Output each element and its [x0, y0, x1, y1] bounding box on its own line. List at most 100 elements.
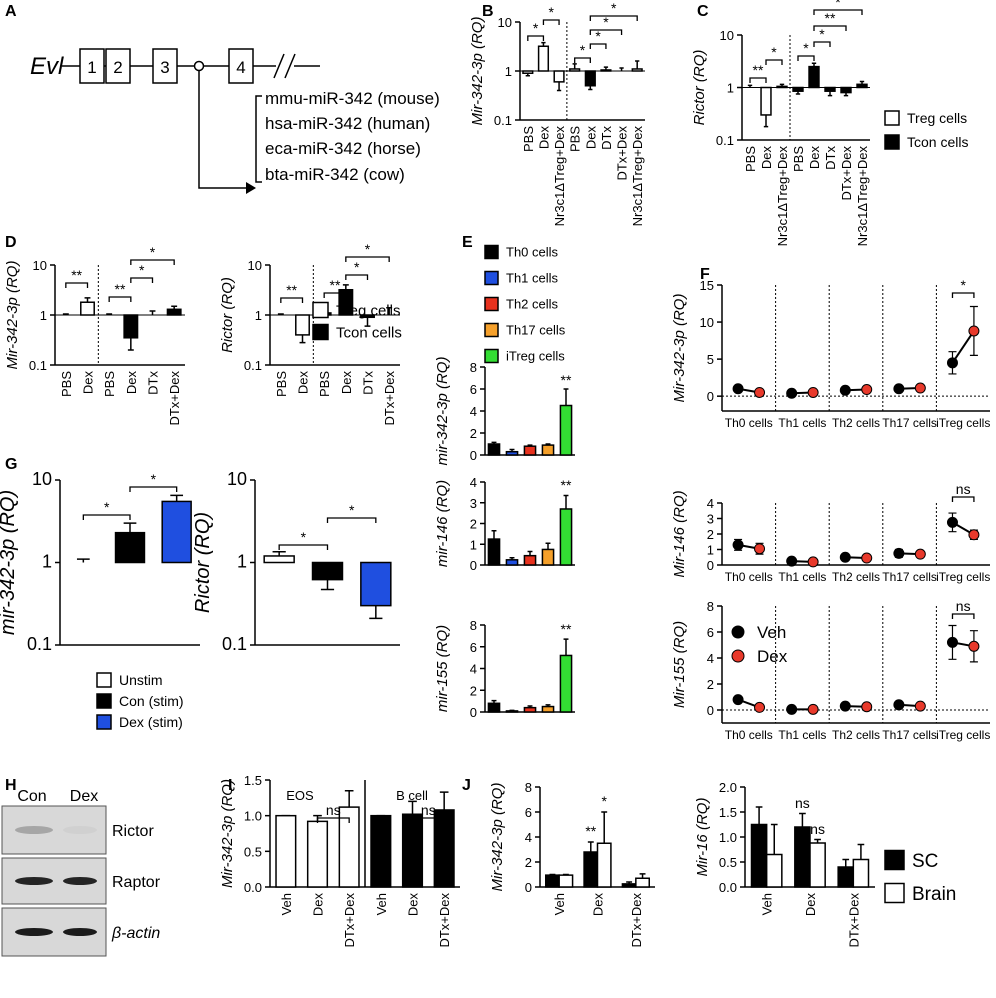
point	[786, 703, 798, 715]
bar	[360, 314, 375, 319]
bracket	[749, 77, 767, 83]
y-tick-label: 0.0	[244, 880, 262, 895]
bracket	[129, 486, 178, 492]
legend-marker	[884, 134, 900, 150]
legend-label: Th17 cells	[506, 323, 566, 338]
mirna-label: hsa-miR-342 (human)	[265, 114, 430, 133]
bar	[553, 70, 565, 83]
bar	[541, 444, 555, 456]
bar	[487, 443, 501, 456]
y-tick-label: 6	[707, 625, 714, 640]
x-tick-label: DTx+Dex	[839, 146, 854, 201]
point	[968, 529, 980, 541]
x-tick-label: Th2 cells	[832, 416, 880, 430]
bracket	[326, 517, 377, 523]
point	[946, 516, 958, 528]
error-bar	[149, 310, 156, 315]
significance: *	[601, 793, 607, 809]
x-tick-label: Dex	[583, 126, 598, 150]
x-tick-label: Dex	[296, 371, 311, 395]
x-tick-label: PBS	[791, 146, 806, 172]
y-tick-label: 1	[40, 308, 47, 323]
error-bar	[857, 843, 865, 860]
error-bar	[545, 542, 551, 550]
point	[807, 703, 819, 715]
bar	[809, 842, 826, 888]
significance: ns	[421, 802, 436, 818]
y-tick-label: 8	[707, 599, 714, 614]
y-tick-label: 8	[525, 780, 532, 795]
legend-marker	[884, 882, 905, 904]
y-tick-label: 0.1	[244, 358, 262, 373]
y-tick-label: 5	[707, 352, 714, 367]
error-bar	[299, 334, 306, 344]
y-tick-label: 0	[525, 880, 532, 895]
y-tick-label: 10	[498, 15, 512, 30]
x-tick-label: DTx	[823, 146, 838, 170]
blot-band	[63, 928, 97, 936]
lane-label: Con	[17, 788, 46, 805]
legend-marker	[884, 849, 905, 871]
error-bar	[386, 306, 393, 315]
bracket	[589, 29, 623, 35]
x-tick-label: Th0 cells	[725, 728, 773, 742]
x-tick-label: Veh	[552, 893, 567, 915]
y-tick-label: 10	[248, 258, 262, 273]
x-tick-label: PBS	[59, 371, 74, 397]
panel-letter: H	[5, 777, 17, 794]
bar	[487, 538, 501, 566]
y-axis-label: Rictor (RQ)	[219, 277, 236, 353]
x-tick-label: Dex	[803, 893, 818, 917]
y-tick-label: 0.1	[494, 113, 512, 128]
error-bar	[344, 789, 354, 808]
significance: *	[960, 277, 966, 293]
point	[861, 384, 873, 396]
error-bar	[320, 579, 335, 591]
point	[839, 551, 851, 563]
significance: *	[580, 42, 586, 58]
significance: *	[549, 4, 555, 20]
y-tick-label: 2	[707, 527, 714, 542]
bar	[80, 301, 95, 316]
legend-marker	[731, 649, 745, 663]
y-tick-label: 0	[707, 389, 714, 404]
x-tick-label: Dex	[759, 146, 774, 170]
x-tick-label: DTx	[361, 371, 376, 395]
bar	[559, 404, 573, 456]
point	[786, 387, 798, 399]
y-tick-label: 4	[470, 662, 477, 677]
point	[807, 556, 819, 568]
bracket	[574, 57, 591, 63]
bar	[523, 706, 537, 713]
bar	[370, 814, 392, 888]
y-tick-label: 0	[470, 448, 477, 463]
y-axis-label: Mir-146 (RQ)	[671, 490, 688, 577]
significance: **	[71, 267, 82, 283]
legend-marker	[731, 625, 745, 639]
significance: *	[603, 14, 609, 30]
bracket	[316, 817, 350, 823]
y-tick-label: 6	[470, 640, 477, 655]
bar	[837, 866, 855, 888]
x-tick-label: Veh	[279, 893, 294, 915]
x-tick-label: PBS	[568, 126, 583, 152]
bar	[360, 561, 392, 607]
bracket	[813, 9, 863, 15]
significance: **	[825, 10, 836, 26]
legend-marker	[884, 110, 900, 126]
legend-marker	[312, 301, 329, 319]
y-tick-label: 0	[470, 558, 477, 573]
error-bar	[62, 313, 69, 315]
y-tick-label: 10	[227, 469, 247, 489]
error-bar	[619, 67, 624, 71]
x-tick-label: DTx+Dex	[437, 893, 452, 948]
bar	[523, 554, 537, 566]
point	[839, 700, 851, 712]
y-tick-label: 4	[470, 404, 477, 419]
point	[946, 636, 958, 648]
y-axis-label: mir-146 (RQ)	[434, 480, 451, 567]
significance: *	[151, 471, 157, 487]
error-bar	[755, 806, 763, 825]
y-tick-label: 1.0	[719, 830, 737, 845]
bar	[338, 288, 354, 316]
